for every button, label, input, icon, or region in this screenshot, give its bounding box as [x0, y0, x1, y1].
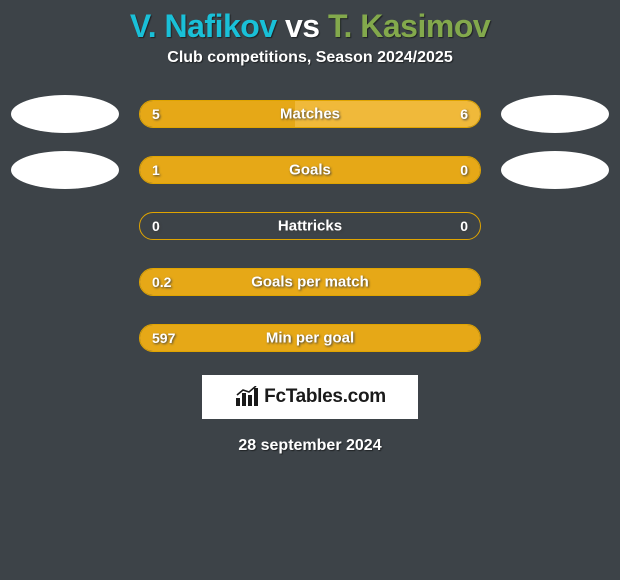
stat-label: Goals [140, 162, 480, 179]
footer-logo-text: FcTables.com [264, 386, 386, 408]
stat-bar: 10Goals [139, 156, 481, 184]
player2-avatar [501, 151, 609, 189]
stat-bar: 0.2Goals per match [139, 268, 481, 296]
player1-avatar [11, 151, 119, 189]
stat-label: Hattricks [140, 218, 480, 235]
stat-row: 00Hattricks [0, 207, 620, 245]
chart-icon [234, 386, 260, 408]
stat-bar: 56Matches [139, 100, 481, 128]
stat-row: 597Min per goal [0, 319, 620, 357]
stat-label: Min per goal [140, 330, 480, 347]
comparison-bars: 56Matches 10Goals 00Hattricks 0.2Goals per … [0, 95, 620, 357]
stat-row: 10Goals [0, 151, 620, 189]
stat-row: 56Matches [0, 95, 620, 133]
footer-logo: FcTables.com [202, 375, 418, 419]
comparison-title: V. Nafikov vs T. Kasimov [0, 0, 620, 49]
stat-bar: 00Hattricks [139, 212, 481, 240]
stat-row: 0.2Goals per match [0, 263, 620, 301]
stat-label: Matches [140, 106, 480, 123]
vs-text: vs [285, 8, 320, 44]
footer-date: 28 september 2024 [0, 437, 620, 455]
stat-label: Goals per match [140, 274, 480, 291]
player1-name: V. Nafikov [130, 8, 277, 44]
player1-avatar [11, 95, 119, 133]
player2-name: T. Kasimov [328, 8, 490, 44]
stat-bar: 597Min per goal [139, 324, 481, 352]
player2-avatar [501, 95, 609, 133]
subtitle: Club competitions, Season 2024/2025 [0, 49, 620, 95]
